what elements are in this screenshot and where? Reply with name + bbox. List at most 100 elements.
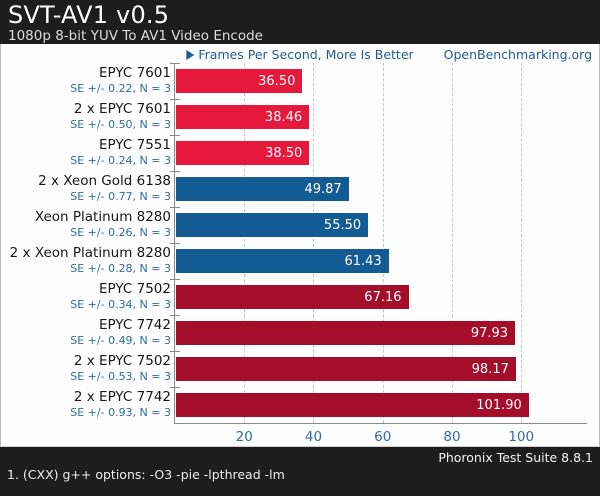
result-bar: 36.50 [176, 69, 303, 93]
result-bar: 49.87 [176, 177, 349, 201]
bar-row-4: Xeon Platinum 8280 SE +/- 0.26, N = 3 55.5… [1, 207, 600, 243]
chart-meta-row: Frames Per Second, More Is Better OpenBe… [1, 47, 599, 63]
bar-row-5: 2 x Xeon Platinum 8280 SE +/- 0.28, N = 3… [1, 243, 600, 279]
bar-value-label: 61.43 [344, 253, 382, 269]
cpu-label: EPYC 7502 [99, 281, 171, 297]
standard-error-label: SE +/- 0.28, N = 3 [70, 262, 171, 275]
row-label-block: Xeon Platinum 8280 SE +/- 0.26, N = 3 [1, 207, 175, 243]
bar-track: 61.43 [175, 243, 587, 279]
bar-track: 36.50 [175, 63, 587, 99]
bar-value-label: 49.87 [304, 181, 342, 197]
bar-track: 49.87 [175, 171, 587, 207]
better-indicator: Frames Per Second, More Is Better [186, 47, 414, 62]
chart-footer: Phoronix Test Suite 8.8.1 1. (CXX) g++ o… [0, 447, 600, 496]
standard-error-label: SE +/- 0.93, N = 3 [70, 406, 171, 419]
standard-error-label: SE +/- 0.77, N = 3 [70, 190, 171, 203]
cpu-label: 2 x Xeon Platinum 8280 [9, 245, 171, 261]
standard-error-label: SE +/- 0.50, N = 3 [70, 118, 171, 131]
result-bar: 38.50 [176, 141, 310, 165]
standard-error-label: SE +/- 0.34, N = 3 [70, 298, 171, 311]
gridline-80 [451, 63, 453, 423]
result-bar: 61.43 [176, 249, 389, 273]
bar-value-label: 55.50 [323, 217, 362, 233]
bar-row-9: 2 x EPYC 7742 SE +/- 0.93, N = 3 101.90 [1, 387, 600, 423]
row-label-block: 2 x Xeon Platinum 8280 SE +/- 0.28, N = 3 [1, 243, 175, 279]
bar-value-label: 98.17 [471, 361, 509, 377]
gridline-40 [313, 63, 315, 423]
y-axis-tick [170, 99, 180, 100]
bar-value-label: 38.46 [264, 109, 303, 125]
y-axis-tick [170, 243, 180, 244]
result-bar: 55.50 [176, 213, 369, 237]
cpu-label: Xeon Platinum 8280 [34, 209, 171, 225]
bar-row-1: 2 x EPYC 7601 SE +/- 0.50, N = 3 38.46 [1, 99, 600, 135]
bar-value-label: 67.16 [364, 289, 402, 305]
bar-track: 98.17 [175, 351, 587, 387]
better-label: Frames Per Second, More Is Better [198, 47, 414, 62]
x-tick-label-60: 60 [374, 429, 392, 445]
row-label-block: EPYC 7502 SE +/- 0.34, N = 3 [1, 279, 175, 315]
row-label-block: 2 x EPYC 7742 SE +/- 0.93, N = 3 [1, 387, 175, 423]
bar-row-0: EPYC 7601 SE +/- 0.22, N = 3 36.50 [1, 63, 600, 99]
bar-row-3: 2 x Xeon Gold 6138 SE +/- 0.77, N = 3 49.8… [1, 171, 600, 207]
bar-track: 67.16 [175, 279, 587, 315]
y-axis-tick [170, 207, 180, 208]
result-bar: 38.46 [176, 105, 310, 129]
suite-version: Phoronix Test Suite 8.8.1 [438, 450, 593, 465]
cpu-label: 2 x EPYC 7742 [73, 389, 171, 405]
bar-row-7: EPYC 7742 SE +/- 0.49, N = 3 97.93 [1, 315, 600, 351]
bar-track: 38.46 [175, 99, 587, 135]
row-label-block: 2 x Xeon Gold 6138 SE +/- 0.77, N = 3 [1, 171, 175, 207]
chart-canvas: Frames Per Second, More Is Better OpenBe… [0, 44, 600, 447]
row-label-block: EPYC 7551 SE +/- 0.24, N = 3 [1, 135, 175, 171]
x-tick-label-40: 40 [304, 429, 323, 445]
y-axis-tick [170, 171, 180, 172]
chart-subtitle: 1080p 8-bit YUV To AV1 Video Encode [8, 28, 263, 44]
bar-rows: EPYC 7601 SE +/- 0.22, N = 3 36.50 2 x EPYC… [1, 63, 600, 423]
cpu-label: 2 x EPYC 7601 [73, 101, 171, 117]
bar-row-2: EPYC 7551 SE +/- 0.24, N = 3 38.50 [1, 135, 600, 171]
y-axis-tick [170, 63, 180, 64]
result-bar: 97.93 [176, 321, 516, 345]
row-label-block: EPYC 7601 SE +/- 0.22, N = 3 [1, 63, 175, 99]
y-axis-tick [170, 351, 180, 352]
cpu-label: EPYC 7742 [99, 317, 171, 333]
result-bar: 67.16 [176, 285, 409, 309]
row-label-block: 2 x EPYC 7601 SE +/- 0.50, N = 3 [1, 99, 175, 135]
standard-error-label: SE +/- 0.53, N = 3 [70, 370, 171, 383]
bar-value-label: 36.50 [258, 73, 296, 89]
bar-value-label: 38.50 [265, 145, 303, 161]
standard-error-label: SE +/- 0.22, N = 3 [70, 82, 171, 95]
compiler-note: 1. (CXX) g++ options: -O3 -pie -lpthread… [7, 467, 285, 482]
plot-grid: 20 40 60 80 100 [170, 63, 587, 445]
chart-title: SVT-AV1 v0.5 [8, 1, 170, 29]
bar-row-6: EPYC 7502 SE +/- 0.34, N = 3 67.16 [1, 279, 600, 315]
bar-track: 55.50 [175, 207, 587, 243]
bar-row-8: 2 x EPYC 7502 SE +/- 0.53, N = 3 98.17 [1, 351, 600, 387]
y-axis-tick [170, 135, 180, 136]
row-label-block: 2 x EPYC 7502 SE +/- 0.53, N = 3 [1, 351, 175, 387]
cpu-label: EPYC 7601 [99, 65, 171, 81]
gridline-100 [521, 63, 523, 423]
gridline-60 [382, 63, 384, 423]
openbenchmarking-link[interactable]: OpenBenchmarking.org [443, 47, 592, 62]
y-axis-tick [170, 387, 180, 388]
play-triangle-icon [186, 49, 195, 60]
bar-value-label: 97.93 [470, 325, 509, 341]
bar-value-label: 101.90 [476, 397, 522, 413]
y-axis-tick [170, 315, 180, 316]
result-bar: 98.17 [176, 357, 516, 381]
chart-header: SVT-AV1 v0.5 1080p 8-bit YUV To AV1 Vide… [0, 0, 600, 44]
bar-track: 97.93 [175, 315, 587, 351]
result-bar: 101.90 [176, 393, 529, 417]
x-tick-label-20: 20 [235, 429, 253, 445]
standard-error-label: SE +/- 0.49, N = 3 [70, 334, 171, 347]
y-axis-tick [170, 279, 180, 280]
x-tick-label-80: 80 [443, 429, 461, 445]
gridline-20 [244, 63, 246, 423]
cpu-label: EPYC 7551 [99, 137, 171, 153]
standard-error-label: SE +/- 0.24, N = 3 [70, 154, 171, 167]
bar-track: 38.50 [175, 135, 587, 171]
row-label-block: EPYC 7742 SE +/- 0.49, N = 3 [1, 315, 175, 351]
